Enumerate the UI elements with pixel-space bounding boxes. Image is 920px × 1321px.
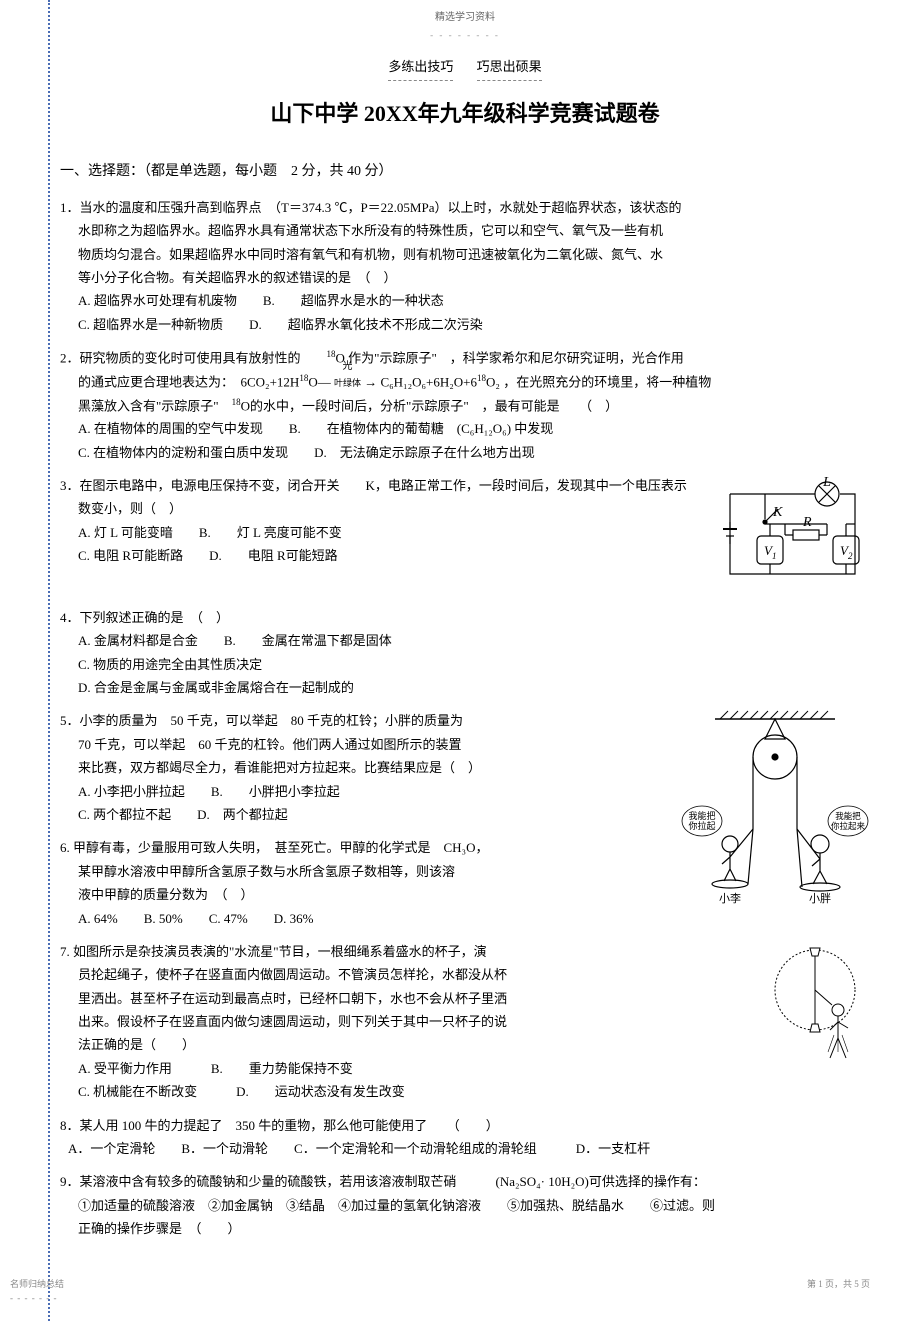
- q2-l2c: C₆H₁₂O₆+6H₂O+6: [380, 374, 477, 389]
- section-header: 一、选择题：（都是单选题，每小题 2 分，共 40 分）: [60, 161, 870, 183]
- q2-optA: A. 在植物体的周围的空气中发现 B. 在植物体内的葡萄糖 (C₆H₁₂O₆) …: [60, 417, 870, 440]
- q4-optC: C. 物质的用途完全由其性质决定: [60, 653, 870, 676]
- q4-line1: 4．下列叙述正确的是 （ ）: [60, 606, 870, 629]
- q7-line3: 里洒出。甚至杯子在运动到最高点时，已经杯口朝下，水也不会从杯子里洒: [60, 987, 870, 1010]
- footer-left: 名师归纳总结 - - - - - - -: [10, 1277, 64, 1306]
- q2-l3b: O的水中，一段时间后，分析"示踪原子" ，最有可能是 （ ）: [241, 398, 619, 413]
- circuit-figure: L K R V1 V2: [715, 474, 870, 596]
- question-6: 6. 甲醇有毒，少量服用可致人失明， 甚至死亡。甲醇的化学式是 CH₃O， 某甲…: [60, 836, 870, 930]
- question-8: 8．某人用 100 牛的力提起了 350 牛的重物，那么他可能使用了 （ ） A…: [60, 1114, 870, 1161]
- question-3: L K R V1 V2 3．在图示电路中，电源电压保持不变，闭合开关 K，电路正…: [60, 474, 870, 596]
- main-title: 山下中学 20XX年九年级科学竞赛试题卷: [60, 96, 870, 131]
- q5-q6-block: 我能把 你拉起 我能把 你拉起来 小李 小胖 5．小李的质量为 50 千克，可以…: [60, 709, 870, 940]
- q1-optA: A. 超临界水可处理有机废物 B. 超临界水是水的一种状态: [60, 289, 870, 312]
- svg-text:V1: V1: [764, 543, 776, 561]
- q1-line4: 等小分子化合物。有关超临界水的叙述错误的是 （ ）: [60, 266, 870, 289]
- q2-l2d: O₂ ，在光照充分的环境里，将一种植物: [486, 374, 711, 389]
- subtitle-right: 巧思出硕果: [477, 57, 542, 81]
- q2-l2b: O—: [308, 374, 334, 389]
- question-2: 2．研究物质的变化时可使用具有放射性的 18O 作为"示踪原子" ，科学家希尔和…: [60, 346, 870, 464]
- q2-l1b: O 作为"示踪原子" ，科学家希尔和尼尔研究证明，光合作用: [336, 350, 684, 365]
- q2-l1a: 2．研究物质的变化时可使用具有放射性的: [60, 350, 327, 365]
- q2-l3a: 黑藻放入含有"示踪原子": [78, 398, 232, 413]
- q9-line1: 9．某溶液中含有较多的硫酸钠和少量的硫酸铁，若用该溶液制取芒硝 (Na₂SO₄·…: [60, 1170, 870, 1193]
- header-dots: - - - - - - - -: [60, 28, 870, 42]
- q9-line3: 正确的操作步骤是 （ ）: [60, 1217, 870, 1240]
- question-5: 5．小李的质量为 50 千克，可以举起 80 千克的杠铃；小胖的质量为 70 千…: [60, 709, 870, 826]
- svg-text:K: K: [772, 505, 783, 520]
- q7-line2: 员抡起绳子，使杯子在竖直面内做圆周运动。不管演员怎样抡，水都没从杯: [60, 963, 870, 986]
- q5-optA: A. 小李把小胖拉起 B. 小胖把小李拉起: [60, 780, 870, 803]
- q7-line1: 7. 如图所示是杂技演员表演的"水流星"节目，一根细绳系着盛水的杯子，演: [60, 940, 870, 963]
- q7-optA: A. 受平衡力作用 B. 重力势能保持不变: [60, 1057, 870, 1080]
- svg-text:R: R: [802, 515, 812, 530]
- question-1: 1．当水的温度和压强升高到临界点 （T＝374.3 ℃，P＝22.05MPa）以…: [60, 196, 870, 336]
- header-small-text: 精选学习资料: [60, 10, 870, 26]
- q2-arrow: →: [364, 374, 377, 389]
- q2-l2a: 的通式应更合理地表达为： 6CO₂+12H: [78, 374, 299, 389]
- q5-optC: C. 两个都拉不起 D. 两个都拉起: [60, 803, 870, 826]
- juggler-figure: [760, 940, 870, 1077]
- q4-optA: A. 金属材料都是合金 B. 金属在常温下都是固体: [60, 629, 870, 652]
- footer-left-text: 名师归纳总结: [10, 1277, 64, 1291]
- q2-line1: 2．研究物质的变化时可使用具有放射性的 18O 作为"示踪原子" ，科学家希尔和…: [60, 346, 870, 370]
- enzyme-label: 叶绿体: [334, 378, 361, 388]
- q1-line3: 物质均匀混合。如果超临界水中同时溶有氧气和有机物，则有机物可迅速被氧化为二氧化碳…: [60, 243, 870, 266]
- q1-line2: 水即称之为超临界水。超临界水具有通常状态下水所没有的特殊性质，它可以和空气、氧气…: [60, 219, 870, 242]
- q6-opts: A. 64% B. 50% C. 47% D. 36%: [60, 907, 870, 930]
- question-4: 4．下列叙述正确的是 （ ） A. 金属材料都是合金 B. 金属在常温下都是固体…: [60, 606, 870, 700]
- footer-right: 第 1 页，共 5 页: [807, 1277, 870, 1291]
- q8-opts: A．一个定滑轮 B．一个动滑轮 C．一个定滑轮和一个动滑轮组成的滑轮组 D．一支…: [60, 1137, 870, 1160]
- footer-left-dots: - - - - - - -: [10, 1291, 64, 1305]
- q1-optC: C. 超临界水是一种新物质 D. 超临界水氧化技术不形成二次污染: [60, 313, 870, 336]
- juggler-svg: [760, 940, 870, 1070]
- light-label: 光: [342, 358, 352, 376]
- q7-optC: C. 机械能在不断改变 D. 运动状态没有发生改变: [60, 1080, 870, 1103]
- subtitle-left: 多练出技巧: [388, 57, 453, 81]
- svg-text:L: L: [822, 475, 831, 490]
- subtitle-row: 多练出技巧 巧思出硕果: [60, 57, 870, 81]
- q6-line1: 6. 甲醇有毒，少量服用可致人失明， 甚至死亡。甲醇的化学式是 CH₃O，: [60, 836, 870, 859]
- q2-line3: 黑藻放入含有"示踪原子" 18O的水中，一段时间后，分析"示踪原子" ，最有可能…: [60, 394, 870, 418]
- question-7: 7. 如图所示是杂技演员表演的"水流星"节目，一根细绳系着盛水的杯子，演 员抡起…: [60, 940, 870, 1104]
- q5-line3: 来比赛，双方都竭尽全力，看谁能把对方拉起来。比赛结果应是（ ）: [60, 756, 870, 779]
- svg-text:V2: V2: [840, 543, 853, 561]
- q6-line3: 液中甲醇的质量分数为 （ ）: [60, 883, 870, 906]
- q1-line1: 1．当水的温度和压强升高到临界点 （T＝374.3 ℃，P＝22.05MPa）以…: [60, 196, 870, 219]
- q9-line2: ①加适量的硫酸溶液 ②加金属钠 ③结晶 ④加过量的氢氧化钠溶液 ⑤加强热、脱结晶…: [60, 1194, 870, 1217]
- circuit-svg: L K R V1 V2: [715, 474, 870, 589]
- q8-line1: 8．某人用 100 牛的力提起了 350 牛的重物，那么他可能使用了 （ ）: [60, 1114, 870, 1137]
- q2-line2: 的通式应更合理地表达为： 6CO₂+12H18O— 光 叶绿体 → C₆H₁₂O…: [60, 370, 870, 394]
- q4-optD: D. 合金是金属与金属或非金属熔合在一起制成的: [60, 676, 870, 699]
- question-9: 9．某溶液中含有较多的硫酸钠和少量的硫酸铁，若用该溶液制取芒硝 (Na₂SO₄·…: [60, 1170, 870, 1240]
- q7-line4: 出来。假设杯子在竖直面内做匀速圆周运动，则下列关于其中一只杯子的说: [60, 1010, 870, 1033]
- left-margin-dots: [48, 0, 50, 1321]
- q7-line5: 法正确的是（ ）: [60, 1033, 870, 1056]
- q5-line1: 5．小李的质量为 50 千克，可以举起 80 千克的杠铃；小胖的质量为: [60, 709, 870, 732]
- footer: 名师归纳总结 - - - - - - - 第 1 页，共 5 页: [0, 1277, 870, 1306]
- q6-line2: 某甲醇水溶液中甲醇所含氢原子数与水所含氢原子数相等，则该溶: [60, 860, 870, 883]
- q5-line2: 70 千克，可以举起 60 千克的杠铃。他们两人通过如图所示的装置: [60, 733, 870, 756]
- q2-optC: C. 在植物体内的淀粉和蛋白质中发现 D. 无法确定示踪原子在什么地方出现: [60, 441, 870, 464]
